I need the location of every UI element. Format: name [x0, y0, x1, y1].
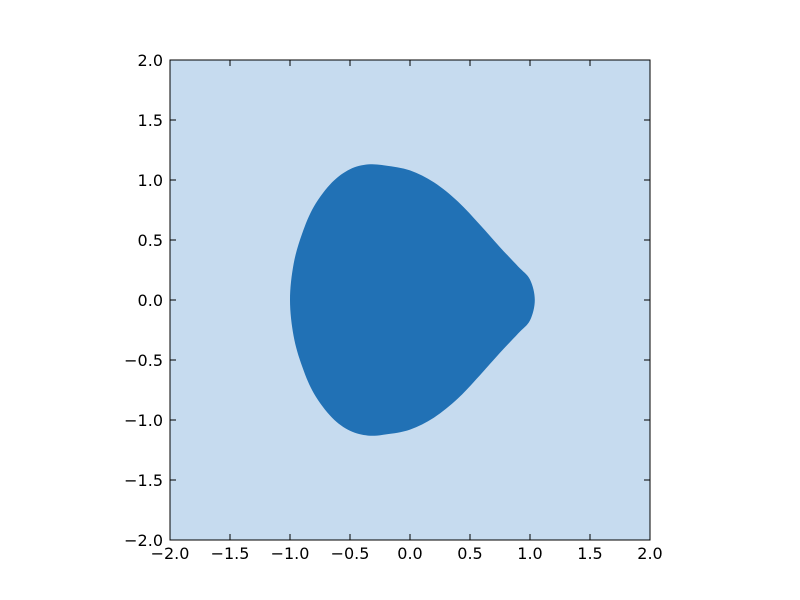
y-tick-label: −1.5 [124, 471, 163, 490]
y-tick-label: 2.0 [138, 51, 163, 70]
filled-region [290, 164, 535, 436]
x-tick-label: 0.5 [457, 544, 482, 563]
x-tick-label: 2.0 [637, 544, 662, 563]
plot-area [169, 59, 651, 541]
y-tick-label: −0.5 [124, 351, 163, 370]
x-tick-label: −1.5 [211, 544, 250, 563]
x-axis: −2.0 −1.5 −1.0 −0.5 0.0 0.5 1.0 1.5 2.0 [151, 60, 663, 563]
x-tick-label: 1.5 [577, 544, 602, 563]
x-tick-label: −0.5 [331, 544, 370, 563]
y-tick-label: 0.5 [138, 231, 163, 250]
x-tick-label: 1.0 [517, 544, 542, 563]
x-tick-label: −1.0 [271, 544, 310, 563]
x-tick-label: −2.0 [151, 544, 190, 563]
x-tick-label: 0.0 [397, 544, 422, 563]
y-tick-label: 1.5 [138, 111, 163, 130]
y-tick-label: 0.0 [138, 291, 163, 310]
y-tick-label: −2.0 [124, 531, 163, 550]
y-tick-label: 1.0 [138, 171, 163, 190]
y-tick-label: −1.0 [124, 411, 163, 430]
y-axis: −2.0 −1.5 −1.0 −0.5 0.0 0.5 1.0 1.5 2.0 [124, 51, 650, 550]
